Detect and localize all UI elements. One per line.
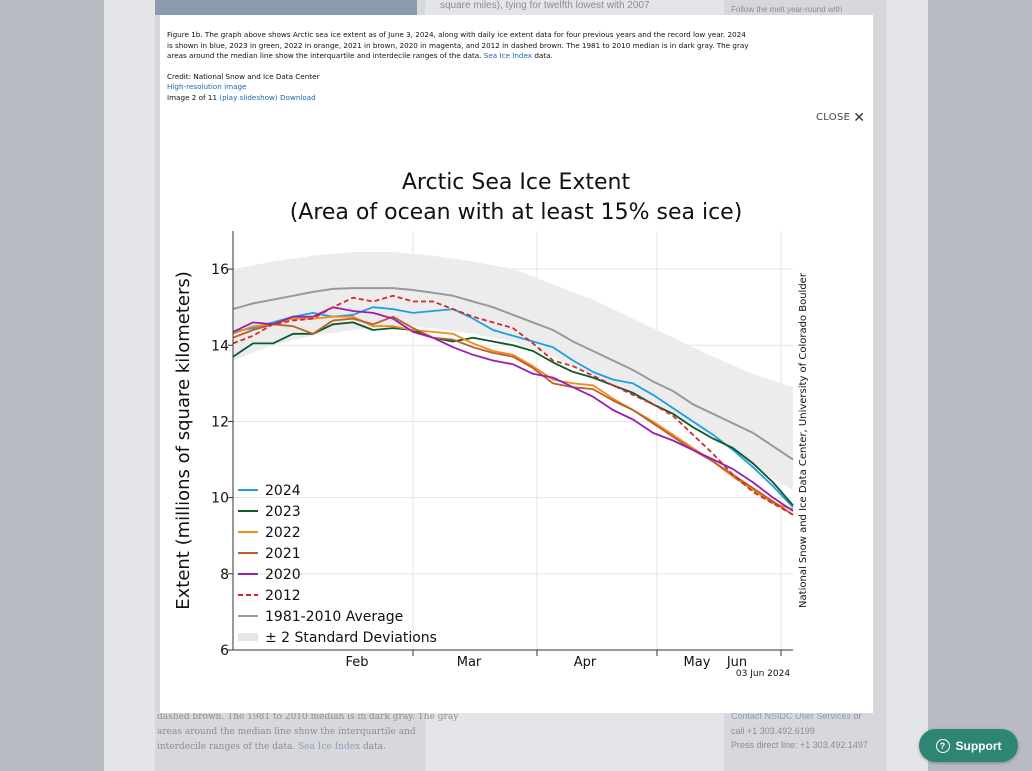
legend-label: ± 2 Standard Deviations bbox=[265, 630, 437, 646]
x-tick-label: May bbox=[684, 655, 711, 670]
image-count: Image 2 of 11 bbox=[167, 92, 220, 102]
legend-label: 2021 bbox=[265, 546, 301, 562]
caption-line: Figure 1b. The graph above shows Arctic … bbox=[167, 30, 746, 39]
legend-label: 2023 bbox=[265, 504, 301, 520]
x-tick-label: Jun bbox=[726, 655, 747, 670]
background-press: Press direct line: +1 303.492.1497 bbox=[731, 740, 868, 750]
y-tick-label: 16 bbox=[211, 262, 229, 278]
series-line-avg bbox=[232, 287, 794, 461]
high-resolution-image-link[interactable]: High-resolution image bbox=[167, 82, 247, 92]
background-sea-ice-index-link[interactable]: Sea Ice Index bbox=[298, 742, 361, 752]
legend-label: 2024 bbox=[265, 483, 301, 499]
legend-label: 2020 bbox=[265, 567, 301, 583]
background-top-snippet: square miles), tying for twelfth lowest … bbox=[440, 0, 650, 11]
sea-ice-chart: Arctic Sea Ice Extent (Area of ocean with… bbox=[173, 170, 809, 679]
y-axis-label: Extent (millions of square kilometers) bbox=[173, 271, 194, 610]
image-counter: Image 2 of 11 (play slideshow) Download bbox=[167, 93, 837, 104]
caption-line: areas around the median line show the in… bbox=[167, 51, 837, 62]
legend-swatch-band bbox=[238, 633, 258, 641]
background-thumbnail bbox=[155, 0, 417, 15]
background-caption-line: areas around the median line show the in… bbox=[157, 727, 416, 737]
chart-title: Arctic Sea Ice Extent bbox=[402, 170, 631, 195]
sea-ice-index-link[interactable]: Sea Ice Index bbox=[483, 51, 533, 61]
chart-subtitle: (Area of ocean with at least 15% sea ice… bbox=[290, 200, 743, 225]
background-caption-line: interdecile ranges of the data. Sea Ice … bbox=[157, 740, 458, 755]
side-credit: National Snow and Ice Data Center, Unive… bbox=[798, 272, 809, 608]
y-tick-label: 12 bbox=[211, 414, 229, 430]
credit-text: Credit: National Snow and Ice Data Cente… bbox=[167, 71, 320, 81]
caption-line: is shown in blue, 2023 in green, 2022 in… bbox=[167, 40, 749, 50]
x-tick-label: Feb bbox=[345, 655, 368, 670]
help-icon: ? bbox=[935, 738, 950, 753]
y-tick-label: 6 bbox=[220, 643, 229, 659]
caption-text: data. bbox=[532, 51, 553, 61]
close-icon: ✕ bbox=[853, 109, 866, 126]
background-caption-line: dashed brown. The 1981 to 2010 median is… bbox=[157, 712, 459, 722]
background-caption: dashed brown. The 1981 to 2010 median is… bbox=[157, 710, 458, 755]
background-right-snippet: Follow the melt year-round with bbox=[731, 5, 843, 14]
image-lightbox: Figure 1b. The graph above shows Arctic … bbox=[160, 15, 873, 713]
legend-label: 2022 bbox=[265, 525, 301, 541]
plot-area: Arctic Sea Ice Extent (Area of ocean with… bbox=[173, 170, 809, 679]
series-line-2024 bbox=[232, 306, 794, 508]
support-button[interactable]: ? Support bbox=[919, 729, 1018, 762]
background-call: call +1 303.492.6199 bbox=[731, 726, 815, 736]
contact-user-services-link[interactable]: Contact NSIDC User Services bbox=[731, 711, 852, 721]
background-caption-tail: data. bbox=[360, 742, 386, 752]
download-link[interactable]: Download bbox=[280, 92, 316, 102]
std-dev-band bbox=[233, 251, 793, 491]
y-tick-label: 8 bbox=[220, 567, 229, 583]
x-tick-label: Apr bbox=[574, 655, 597, 670]
y-tick-label: 10 bbox=[211, 491, 229, 507]
legend-label: 1981-2010 Average bbox=[265, 609, 403, 625]
play-slideshow-link[interactable]: (play slideshow) bbox=[219, 92, 278, 102]
background-contact: Contact NSIDC User Services or bbox=[731, 711, 862, 721]
support-label: Support bbox=[955, 738, 1002, 753]
date-label: 03 Jun 2024 bbox=[736, 669, 790, 679]
legend-label: 2012 bbox=[265, 588, 301, 604]
x-tick-label: Mar bbox=[457, 655, 482, 670]
y-tick-label: 14 bbox=[211, 338, 229, 354]
contact-or: or bbox=[851, 711, 862, 721]
series-line-2023 bbox=[232, 321, 794, 506]
close-label: CLOSE bbox=[816, 112, 851, 123]
close-button[interactable]: CLOSE ✕ bbox=[816, 109, 866, 126]
background-caption-line-text: interdecile ranges of the data. bbox=[157, 742, 296, 752]
caption-spacer bbox=[167, 62, 837, 72]
series-line-2012 bbox=[232, 294, 794, 516]
figure-caption: Figure 1b. The graph above shows Arctic … bbox=[167, 30, 837, 104]
caption-text: areas around the median line show the in… bbox=[167, 51, 484, 61]
